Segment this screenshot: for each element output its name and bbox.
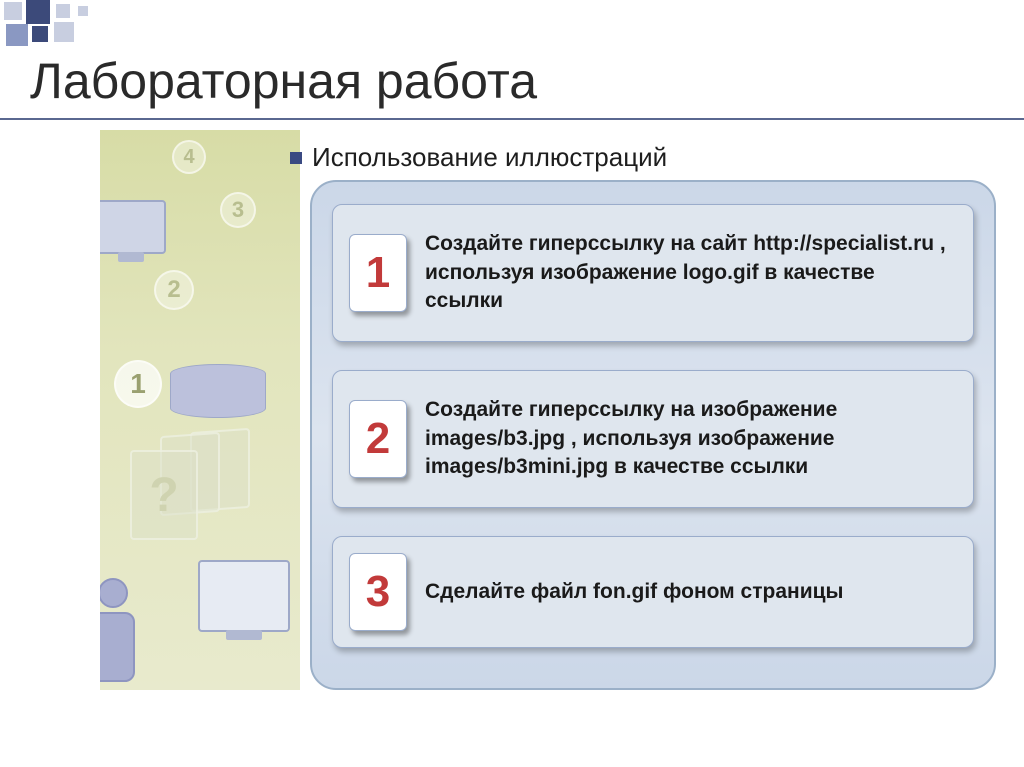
task-number-badge-3: 3	[349, 553, 407, 631]
corner-decoration	[0, 0, 200, 60]
left-illustration: 4 3 2 1 ?	[100, 130, 300, 690]
subtitle-text: Использование иллюстраций	[312, 142, 667, 173]
title-underline	[0, 118, 1024, 120]
task-text-3: Сделайте файл fon.gif фоном страницы	[425, 578, 843, 606]
bullet-icon	[290, 152, 302, 164]
task-text-2: Создайте гиперссылку на изображение imag…	[425, 396, 955, 481]
slide-title: Лабораторная работа	[30, 52, 537, 110]
tasks-panel: 1 Создайте гиперссылку на сайт http://sp…	[310, 180, 996, 690]
task-number-badge-1: 1	[349, 234, 407, 312]
task-text-1: Создайте гиперссылку на сайт http://spec…	[425, 230, 955, 315]
subtitle-row: Использование иллюстраций	[290, 142, 667, 173]
task-card-2: 2 Создайте гиперссылку на изображение im…	[332, 370, 974, 508]
task-card-3: 3 Сделайте файл fon.gif фоном страницы	[332, 536, 974, 648]
task-card-1: 1 Создайте гиперссылку на сайт http://sp…	[332, 204, 974, 342]
task-number-badge-2: 2	[349, 400, 407, 478]
